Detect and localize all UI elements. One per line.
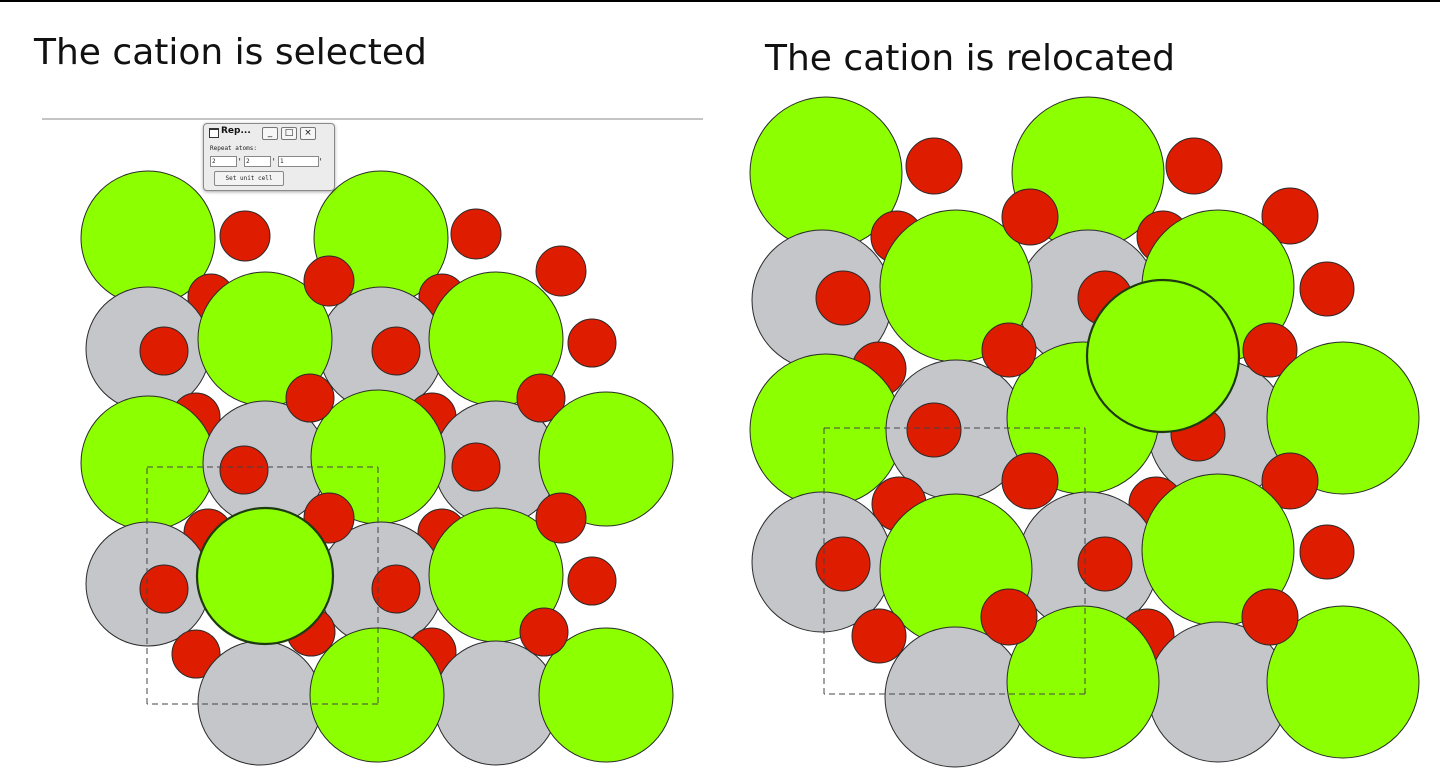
selected-cation-sphere[interactable] xyxy=(195,506,335,646)
maximize-icon[interactable]: □ xyxy=(281,127,297,140)
cation-sphere xyxy=(538,627,674,763)
dialog-title: Rep... xyxy=(221,126,251,136)
anion-sphere xyxy=(980,588,1038,646)
caption-right: The cation is relocated xyxy=(765,38,1176,79)
anion-sphere xyxy=(815,270,871,326)
minimize-icon[interactable]: _ xyxy=(262,127,278,140)
repeat-b-input[interactable]: 2 xyxy=(244,156,271,167)
anion-sphere xyxy=(535,492,587,544)
anion-sphere xyxy=(450,208,502,260)
anion-sphere xyxy=(981,322,1037,378)
anion-sphere xyxy=(1261,187,1319,245)
cation-sphere xyxy=(1266,605,1420,759)
set-unit-cell-button[interactable]: Set unit cell xyxy=(214,171,284,186)
spinner-icon[interactable]: ⬍ xyxy=(271,157,275,163)
cation-sphere xyxy=(80,395,216,531)
cation-sphere xyxy=(1266,341,1420,495)
spinner-icon[interactable]: ⬍ xyxy=(237,157,241,163)
anion-sphere xyxy=(1001,452,1059,510)
anion-sphere xyxy=(1077,536,1133,592)
anion-sphere xyxy=(219,445,269,495)
anion-sphere xyxy=(139,326,189,376)
anion-sphere xyxy=(1261,452,1319,510)
anion-sphere xyxy=(285,373,335,423)
anion-sphere xyxy=(219,210,271,262)
cation-sphere xyxy=(309,627,445,763)
anion-sphere xyxy=(851,608,907,664)
selected-cation-sphere[interactable] xyxy=(1085,278,1241,434)
anion-sphere xyxy=(905,137,963,195)
cation-sphere xyxy=(749,353,903,507)
anion-sphere xyxy=(567,318,617,368)
repeat-c-input[interactable]: 1 xyxy=(278,156,319,167)
cation-sphere xyxy=(538,391,674,527)
gray-sphere xyxy=(197,640,323,766)
anion-sphere xyxy=(1242,322,1298,378)
anion-sphere xyxy=(1165,137,1223,195)
anion-sphere xyxy=(815,536,871,592)
repeat-atoms-dialog: Rep... _ □ × Repeat atoms: 2 ⬍ 2 ⬍ 1 ⬍ S… xyxy=(203,123,335,191)
spinner-icon[interactable]: ⬍ xyxy=(318,157,322,163)
close-icon[interactable]: × xyxy=(300,127,316,140)
anion-sphere xyxy=(303,255,355,307)
repeat-a-input[interactable]: 2 xyxy=(210,156,237,167)
anion-sphere xyxy=(451,442,501,492)
cation-sphere xyxy=(1006,605,1160,759)
anion-sphere xyxy=(139,564,189,614)
anion-sphere xyxy=(1241,588,1299,646)
anion-sphere xyxy=(567,556,617,606)
gray-sphere xyxy=(884,626,1026,768)
repeat-atoms-label: Repeat atoms: xyxy=(210,145,257,152)
anion-sphere xyxy=(1299,261,1355,317)
top-border-line xyxy=(0,0,1440,2)
anion-sphere xyxy=(371,564,421,614)
anion-sphere xyxy=(171,629,221,679)
anion-sphere xyxy=(516,373,566,423)
dialog-titlebar[interactable]: Rep... _ □ × xyxy=(204,124,334,141)
anion-sphere xyxy=(1001,188,1059,246)
anion-sphere xyxy=(519,607,569,657)
anion-sphere xyxy=(535,245,587,297)
anion-sphere xyxy=(371,326,421,376)
caption-left: The cation is selected xyxy=(34,32,427,73)
anion-sphere xyxy=(906,402,962,458)
window-icon xyxy=(209,128,219,138)
anion-sphere xyxy=(1299,524,1355,580)
